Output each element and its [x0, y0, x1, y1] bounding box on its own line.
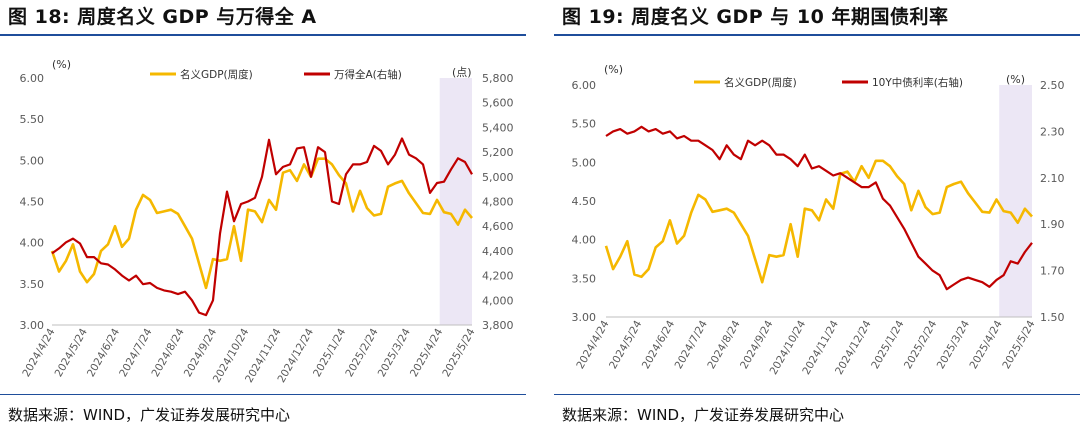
- left-axis-ticks: 3.00 3.50 4.00 4.50 5.00 5.50 6.00: [572, 79, 597, 324]
- line-10y-bond-yield: [605, 125, 1033, 291]
- left-tick-label: 5.50: [572, 118, 597, 131]
- chart-gdp-vs-wind-a: (%) (点) 名义GDP(周度) 万得全A(右轴) 3.00 3.50 4.00 4…: [20, 58, 514, 385]
- x-tick-label: 2025/3/24: [935, 318, 972, 371]
- left-tick-label: 6.00: [20, 72, 45, 85]
- x-axis-ticks: 2024/4/242024/5/242024/6/242024/7/242024…: [20, 326, 477, 385]
- left-unit-label: (%): [52, 58, 71, 71]
- right-tick-label: 5,400: [482, 121, 514, 134]
- left-tick-label: 3.00: [572, 311, 597, 324]
- left-tick-label: 5.00: [572, 156, 597, 169]
- left-tick-label: 4.50: [20, 196, 45, 209]
- left-tick-label: 3.50: [20, 278, 45, 291]
- source-note: 数据来源：WIND，广发证券发展研究中心: [8, 406, 291, 424]
- right-tick-label: 5,200: [482, 146, 514, 159]
- right-tick-label: 2.50: [1040, 79, 1065, 92]
- right-unit-label: (%): [1006, 73, 1025, 86]
- left-tick-label: 5.00: [20, 154, 45, 167]
- right-tick-label: 4,600: [482, 220, 514, 233]
- x-tick-label: 2024/6/24: [640, 318, 677, 371]
- right-unit-label: (点): [452, 66, 472, 79]
- line-nominal-gdp: [604, 159, 1033, 284]
- legend: 名义GDP(周度) 10Y中债利率(右轴): [694, 76, 963, 89]
- left-tick-label: 3.00: [20, 319, 45, 332]
- x-tick-label: 2025/5/24: [440, 326, 477, 379]
- chart-panel-left: 图 18: 周度名义 GDP 与万得全 A (%) (点) 名义GDP(周度) …: [0, 0, 526, 434]
- right-tick-label: 2.10: [1040, 172, 1065, 185]
- line-nominal-gdp: [50, 157, 473, 290]
- right-axis-ticks: 3,800 4,000 4,200 4,400 4,600 4,800 5,000 5,200…: [482, 72, 514, 332]
- x-tick-label: 2025/1/24: [311, 326, 348, 379]
- source-note: 数据来源：WIND，广发证券发展研究中心: [562, 406, 845, 424]
- left-tick-label: 3.50: [572, 272, 597, 285]
- right-tick-label: 5,000: [482, 171, 514, 184]
- legend-gdp-label: 名义GDP(周度): [724, 76, 797, 89]
- right-tick-label: 4,800: [482, 196, 514, 209]
- title-rule: [0, 34, 526, 36]
- x-tick-label: 2025/1/24: [869, 318, 906, 371]
- x-tick-label: 2025/4/24: [968, 318, 1005, 371]
- legend-yield-label: 10Y中债利率(右轴): [872, 76, 963, 89]
- right-axis-ticks: 1.50 1.70 1.90 2.10 2.30 2.50: [1040, 79, 1065, 324]
- x-tick-label: 2025/2/24: [902, 318, 939, 371]
- left-tick-label: 4.50: [572, 195, 597, 208]
- x-axis-ticks: 2024/4/242024/5/242024/6/242024/7/242024…: [574, 318, 1037, 377]
- x-tick-label: 2024/8/24: [150, 326, 187, 379]
- left-unit-label: (%): [604, 63, 623, 76]
- title-rule: [554, 34, 1080, 36]
- x-tick-label: 2024/5/24: [607, 318, 644, 371]
- chart-title: 图 18: 周度名义 GDP 与万得全 A: [8, 6, 317, 28]
- left-tick-label: 4.00: [572, 234, 597, 247]
- chart-gdp-vs-10y-yield: (%) (%) 名义GDP(周度) 10Y中债利率(右轴) 3.00 3.50 4.…: [572, 63, 1065, 377]
- shade-region: [439, 78, 472, 325]
- x-tick-label: 2025/3/24: [376, 326, 413, 379]
- right-tick-label: 4,000: [482, 294, 514, 307]
- chart-title: 图 19: 周度名义 GDP 与 10 年期国债利率: [562, 6, 949, 28]
- left-tick-label: 4.00: [20, 237, 45, 250]
- x-tick-label: 2025/5/24: [1000, 318, 1037, 371]
- right-tick-label: 3,800: [482, 319, 514, 332]
- x-tick-label: 2025/4/24: [408, 326, 445, 379]
- x-tick-label: 2024/4/24: [20, 326, 57, 379]
- right-tick-label: 1.90: [1040, 218, 1065, 231]
- right-tick-label: 4,200: [482, 270, 514, 283]
- right-tick-label: 4,400: [482, 245, 514, 258]
- x-tick-label: 2024/7/24: [673, 318, 710, 371]
- x-tick-label: 2024/8/24: [705, 318, 742, 371]
- right-tick-label: 1.70: [1040, 265, 1065, 278]
- x-tick-label: 2024/9/24: [182, 326, 219, 379]
- right-tick-label: 5,800: [482, 72, 514, 85]
- left-tick-label: 6.00: [572, 79, 597, 92]
- x-tick-label: 2025/2/24: [343, 326, 380, 379]
- chart-panel-right: 图 19: 周度名义 GDP 与 10 年期国债利率 (%) (%) 名义GDP…: [554, 0, 1080, 434]
- legend-wind-a-label: 万得全A(右轴): [334, 68, 402, 81]
- right-tick-label: 5,600: [482, 97, 514, 110]
- bottom-rule: [0, 394, 526, 395]
- line-wind-a-index: [51, 137, 473, 317]
- left-axis-ticks: 3.00 3.50 4.00 4.50 5.00 5.50 6.00: [20, 72, 45, 332]
- left-tick-label: 5.50: [20, 113, 45, 126]
- x-tick-label: 2024/4/24: [574, 318, 611, 371]
- bottom-rule: [554, 394, 1080, 395]
- x-tick-label: 2024/7/24: [117, 326, 154, 379]
- legend: 名义GDP(周度) 万得全A(右轴): [150, 68, 402, 81]
- legend-gdp-label: 名义GDP(周度): [180, 68, 253, 81]
- right-tick-label: 2.30: [1040, 125, 1065, 138]
- x-tick-label: 2024/5/24: [53, 326, 90, 379]
- x-tick-label: 2024/6/24: [85, 326, 122, 379]
- x-tick-label: 2024/9/24: [738, 318, 775, 371]
- shade-region: [999, 85, 1032, 317]
- right-tick-label: 1.50: [1040, 311, 1065, 324]
